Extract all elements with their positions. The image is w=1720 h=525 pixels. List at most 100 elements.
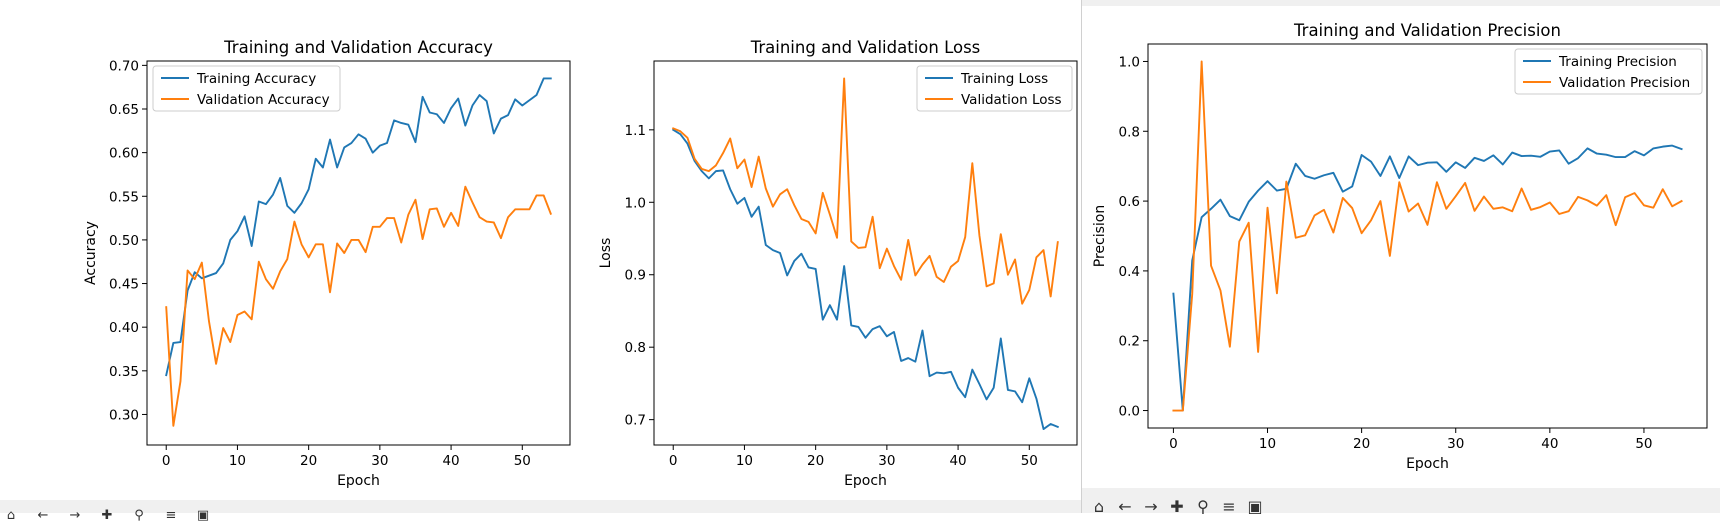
- x-tick-label: 20: [807, 453, 824, 469]
- home-button[interactable]: ⌂: [1088, 496, 1110, 516]
- chart-title: Training and Validation Loss: [750, 38, 981, 57]
- x-tick-label: 30: [1447, 436, 1464, 452]
- x-tick-label: 30: [371, 453, 388, 469]
- x-tick-label: 0: [669, 453, 678, 469]
- home-button[interactable]: ⌂: [0, 505, 22, 525]
- x-axis-label: Epoch: [844, 473, 887, 489]
- y-tick-label: 0.60: [109, 146, 139, 162]
- y-tick-label: 0.0: [1119, 404, 1140, 420]
- x-tick-label: 50: [1635, 436, 1652, 452]
- series-line-1: [1172, 144, 1683, 412]
- x-tick-label: 50: [514, 453, 531, 469]
- back-arrow-button[interactable]: ←: [1114, 496, 1136, 516]
- y-tick-label: 0.7: [625, 413, 646, 429]
- y-tick-label: 0.4: [1119, 264, 1140, 280]
- y-tick-label: 0.2: [1119, 334, 1140, 350]
- y-tick-label: 1.0: [1119, 54, 1140, 70]
- legend-frame: [1514, 48, 1703, 95]
- home-icon: ⌂: [6, 507, 16, 523]
- plot-window-toolbar-strip: [1081, 488, 1720, 513]
- configure-subplots-icon: ≡: [1222, 496, 1236, 516]
- x-axis-label: Epoch: [1406, 456, 1449, 472]
- back-arrow-button[interactable]: ←: [32, 505, 54, 525]
- axes-frame: [653, 60, 1078, 446]
- x-tick-label: 50: [1021, 453, 1038, 469]
- x-tick-label: 40: [1541, 436, 1558, 452]
- save-icon: ▣: [1247, 496, 1263, 516]
- legend-entry: Validation Accuracy: [197, 92, 330, 108]
- legend: Training Precision Validation Precision: [1514, 48, 1703, 95]
- x-tick-label: 30: [878, 453, 895, 469]
- forward-arrow-icon: →: [1144, 496, 1158, 516]
- configure-subplots-button[interactable]: ≡: [1218, 496, 1240, 516]
- y-axis-label: Accuracy: [83, 221, 99, 285]
- y-tick-label: 0.8: [1119, 124, 1140, 140]
- axes-frame: [1147, 43, 1708, 429]
- legend-frame: [916, 65, 1073, 112]
- x-tick-label: 0: [162, 453, 171, 469]
- x-tick-label: 10: [736, 453, 753, 469]
- pan-icon: ✚: [101, 507, 113, 523]
- figure-canvas: Training and Validation Accuracy 0 10 20 30 4…: [0, 0, 1720, 513]
- zoom-button[interactable]: ⚲: [1192, 496, 1214, 516]
- series-line-1: [671, 128, 1060, 431]
- save-button[interactable]: ▣: [1244, 496, 1266, 516]
- axes-frame: [146, 60, 571, 446]
- legend-entry: Training Loss: [960, 71, 1048, 87]
- y-tick-label: 0.9: [625, 268, 646, 284]
- y-axis-label: Precision: [1092, 205, 1108, 267]
- background-window-toolbar: ⌂ ← → ✚ ⚲ ≡ ▣: [0, 505, 214, 525]
- forward-arrow-button[interactable]: →: [64, 505, 86, 525]
- pan-button[interactable]: ✚: [1166, 496, 1188, 516]
- x-tick-label: 20: [300, 453, 317, 469]
- series-line-2: [1172, 60, 1683, 412]
- chart-title: Training and Validation Precision: [1293, 21, 1561, 40]
- save-button[interactable]: ▣: [192, 505, 214, 525]
- zoom-button[interactable]: ⚲: [128, 505, 150, 525]
- chart-3: Training and Validation Precision 0 10 20 30…: [1092, 21, 1708, 472]
- plot-window-toolbar: ⌂ ← → ✚ ⚲ ≡ ▣: [1088, 496, 1266, 516]
- x-tick-label: 10: [229, 453, 246, 469]
- legend-entry: Training Precision: [1558, 54, 1677, 70]
- background-toolbar-strip: [0, 500, 1081, 513]
- configure-subplots-icon: ≡: [165, 507, 177, 523]
- y-tick-label: 0.6: [1119, 194, 1140, 210]
- pan-button[interactable]: ✚: [96, 505, 118, 525]
- series-line-2: [165, 185, 552, 427]
- x-tick-label: 10: [1259, 436, 1276, 452]
- x-tick-label: 20: [1353, 436, 1370, 452]
- zoom-icon: ⚲: [134, 507, 144, 523]
- home-icon: ⌂: [1093, 496, 1105, 516]
- y-tick-label: 0.8: [625, 340, 646, 356]
- legend-entry: Training Accuracy: [196, 71, 316, 87]
- y-tick-label: 1.1: [625, 123, 646, 139]
- legend-entry: Validation Precision: [1559, 75, 1690, 91]
- y-tick-label: 0.65: [109, 102, 139, 118]
- series-line-1: [165, 77, 552, 377]
- y-tick-label: 0.45: [109, 277, 139, 293]
- y-tick-label: 0.30: [109, 407, 139, 423]
- series-line-2: [671, 77, 1059, 305]
- legend: Training Accuracy Validation Accuracy: [152, 65, 341, 112]
- configure-subplots-button[interactable]: ≡: [160, 505, 182, 525]
- x-tick-label: 0: [1169, 436, 1178, 452]
- forward-arrow-button[interactable]: →: [1140, 496, 1162, 516]
- legend-frame: [152, 65, 341, 112]
- back-arrow-icon: ←: [1118, 496, 1132, 516]
- pan-icon: ✚: [1170, 496, 1184, 516]
- zoom-icon: ⚲: [1197, 496, 1209, 516]
- save-icon: ▣: [196, 507, 210, 523]
- chart-1: Training and Validation Accuracy 0 10 20 30 4…: [83, 38, 571, 489]
- plot-window-titlebar: [1081, 0, 1720, 6]
- y-tick-label: 0.40: [109, 320, 139, 336]
- y-tick-label: 1.0: [625, 195, 646, 211]
- x-tick-label: 40: [949, 453, 966, 469]
- y-tick-label: 0.35: [109, 364, 139, 380]
- y-tick-label: 0.55: [109, 189, 139, 205]
- y-tick-label: 0.70: [109, 58, 139, 74]
- y-tick-label: 0.50: [109, 233, 139, 249]
- x-axis-label: Epoch: [337, 473, 380, 489]
- back-arrow-icon: ←: [37, 507, 49, 523]
- y-axis-label: Loss: [598, 238, 614, 269]
- legend-entry: Validation Loss: [961, 92, 1062, 108]
